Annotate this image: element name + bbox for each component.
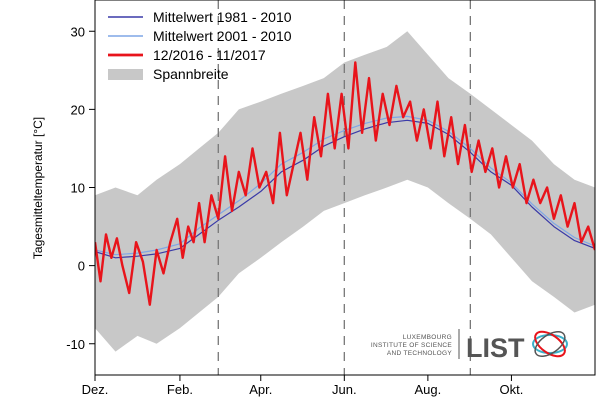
y-tick-label: -10 bbox=[66, 337, 85, 352]
logo-wordmark: LIST bbox=[466, 333, 525, 363]
y-tick-label: 0 bbox=[78, 259, 85, 274]
x-tick-label: Dez. bbox=[82, 382, 109, 397]
x-tick-label: Feb. bbox=[167, 382, 193, 397]
legend-label: 12/2016 - 11/2017 bbox=[153, 47, 266, 63]
y-tick-label: 30 bbox=[71, 24, 85, 39]
logo-line-1: LUXEMBOURG bbox=[403, 334, 452, 341]
series-line-3 bbox=[95, 61, 595, 306]
legend-label: Mittelwert 1981 - 2010 bbox=[153, 9, 292, 25]
list-logo: LUXEMBOURG INSTITUTE OF SCIENCE AND TECH… bbox=[371, 329, 568, 363]
logo-line-2: INSTITUTE OF SCIENCE bbox=[371, 342, 452, 349]
legend-swatch bbox=[108, 69, 143, 80]
x-tick-label: Jun. bbox=[332, 382, 357, 397]
logo-emblem-icon bbox=[532, 330, 568, 358]
y-tick-label: 20 bbox=[71, 102, 85, 117]
y-tick-label: 10 bbox=[71, 181, 85, 196]
range-band-area bbox=[95, 31, 595, 352]
x-tick-label: Aug. bbox=[415, 382, 442, 397]
x-tick-label: Apr. bbox=[249, 382, 272, 397]
logo-line-3: AND TECHNOLOGY bbox=[387, 350, 452, 357]
legend-label: Mittelwert 2001 - 2010 bbox=[153, 28, 292, 44]
y-axis-title: Tagesmitteltemperatur [°C] bbox=[31, 117, 45, 259]
legend-label: Spannbreite bbox=[153, 66, 229, 82]
x-tick-label: Okt. bbox=[500, 382, 524, 397]
